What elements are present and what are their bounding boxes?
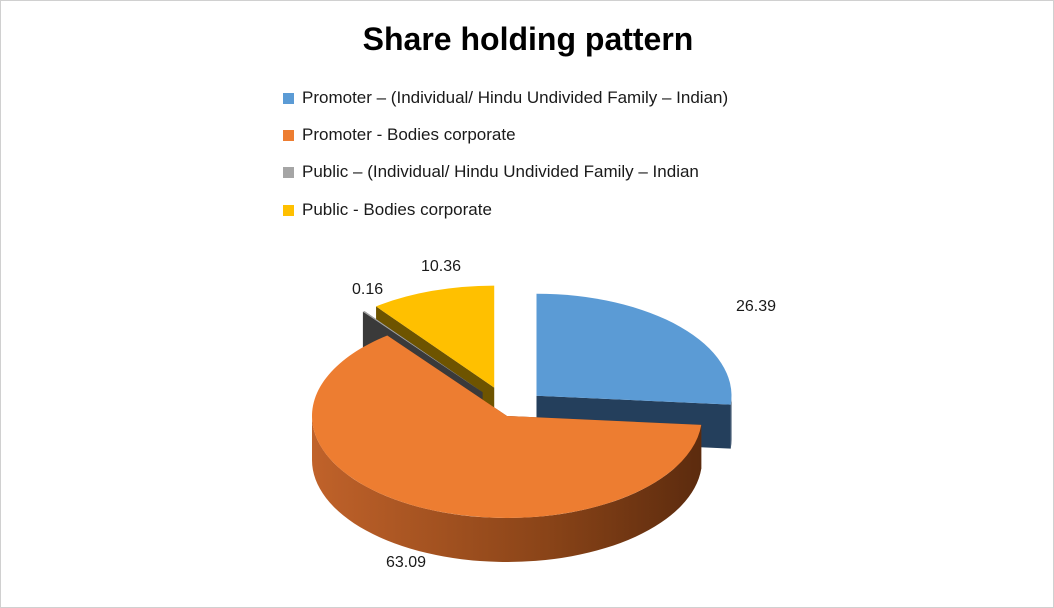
data-label-public-individual: 0.16 xyxy=(352,281,383,298)
pie-slice-outer-wall-promoter-bodies-corporate xyxy=(312,416,702,562)
pie-slice-top-promoter-individual xyxy=(536,293,732,405)
legend-entry-promoter-individual: Promoter – (Individual/ Hindu Undivided … xyxy=(283,87,728,109)
pie-slice-top-promoter-bodies-corporate xyxy=(312,335,702,519)
legend-swatch-promoter-bodies-corporate xyxy=(283,129,294,141)
legend-label-promoter-individual: Promoter – (Individual/ Hindu Undivided … xyxy=(302,88,729,107)
pie-slice-promoter-bodies-corporate xyxy=(312,335,702,562)
legend-swatch-public-bodies-corporate xyxy=(283,204,294,216)
pie-slice-outer-wall-promoter-individual xyxy=(730,395,732,449)
legend-swatch-promoter-individual xyxy=(283,92,294,104)
data-label-public-bodies-corporate: 10.36 xyxy=(421,258,461,275)
legend-label-promoter-bodies-corporate: Promoter - Bodies corporate xyxy=(302,125,516,144)
pie-slice-top-public-individual xyxy=(362,311,483,393)
legend-entry-promoter-bodies-corporate: Promoter - Bodies corporate xyxy=(283,124,516,146)
legend-label-public-bodies-corporate: Public - Bodies corporate xyxy=(302,200,492,219)
data-label-promoter-bodies-corporate: 63.09 xyxy=(386,554,426,571)
legend-entry-public-bodies-corporate: Public - Bodies corporate xyxy=(283,199,492,221)
legend-swatch-public-individual xyxy=(283,166,294,178)
legend-entry-public-individual: Public – (Individual/ Hindu Undivided Fa… xyxy=(283,161,699,183)
data-label-promoter-individual: 26.39 xyxy=(736,298,776,315)
pie-slice-top-public-bodies-corporate xyxy=(376,285,495,388)
chart-title: Share holding pattern xyxy=(362,21,694,57)
legend-label-public-individual: Public – (Individual/ Hindu Undivided Fa… xyxy=(302,162,699,181)
